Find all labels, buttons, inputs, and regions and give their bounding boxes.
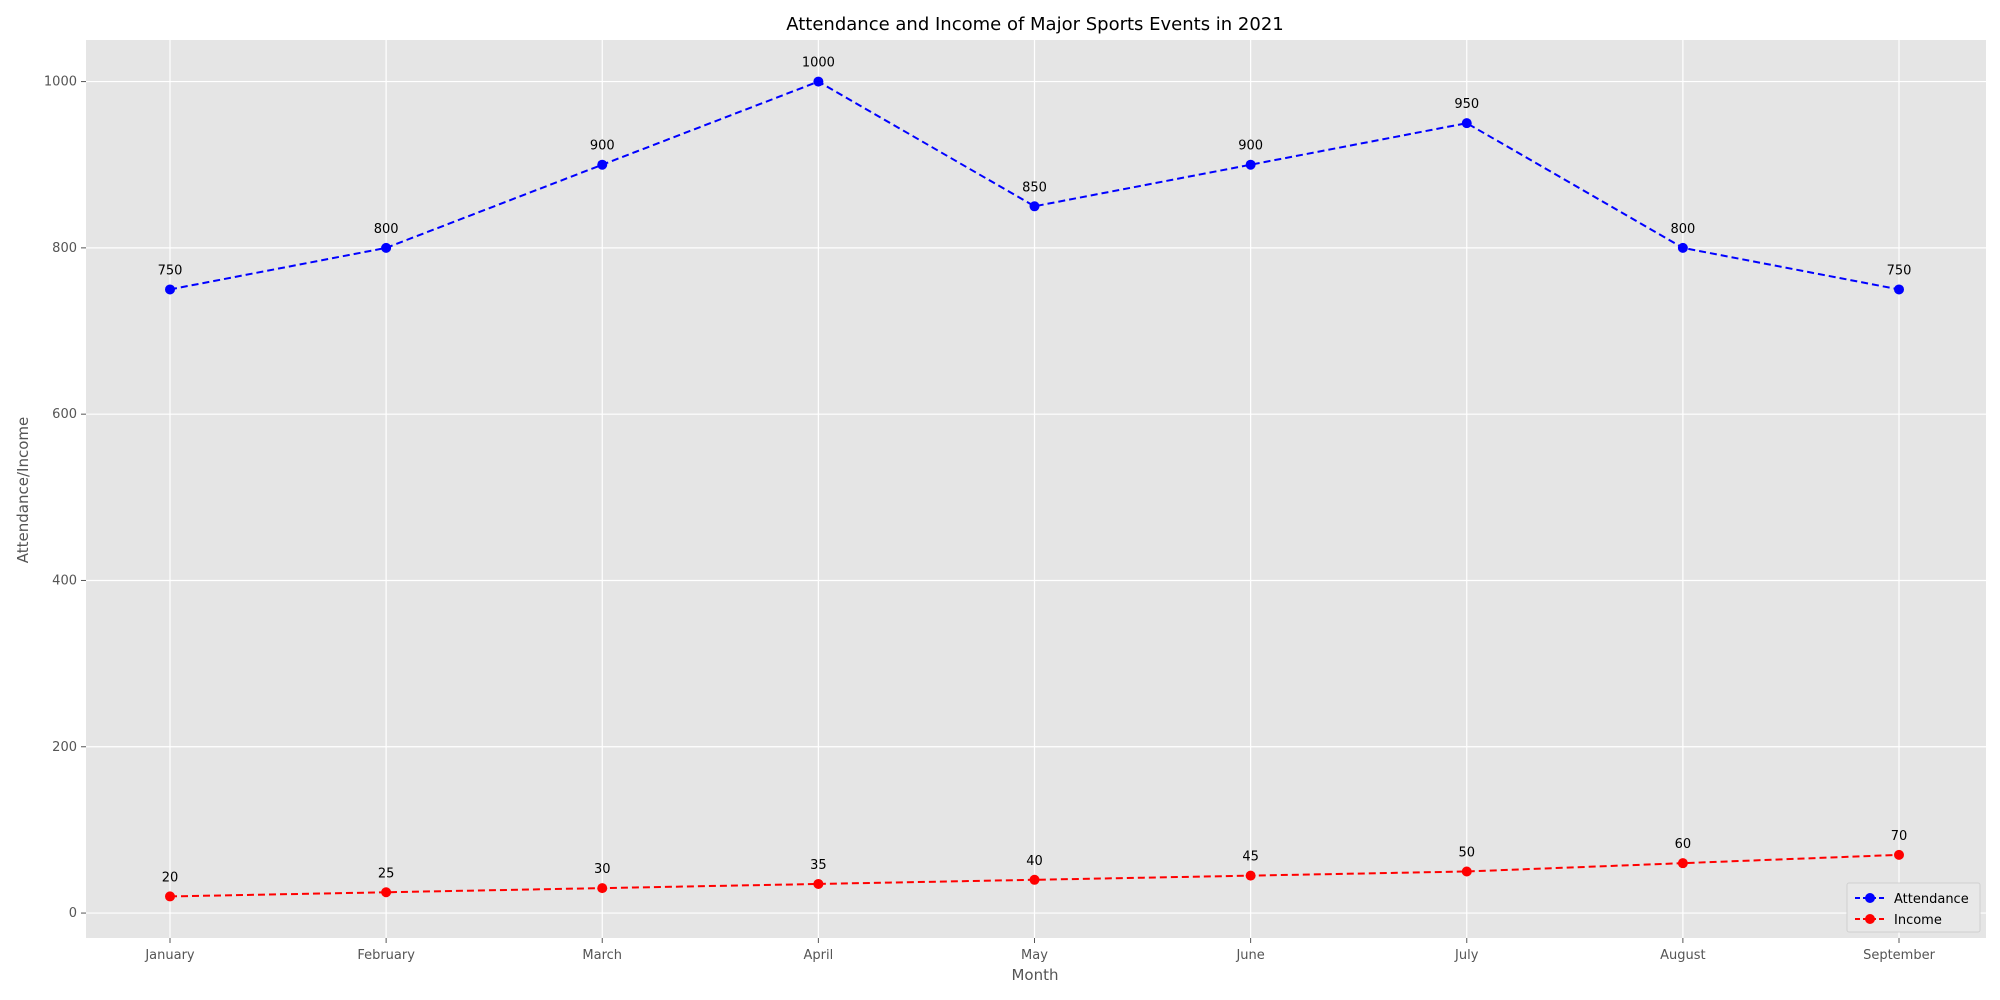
attendance-point	[1677, 242, 1688, 253]
income-data-label: 20	[162, 870, 179, 885]
attendance-point	[597, 159, 608, 170]
chart-title: Attendance and Income of Major Sports Ev…	[786, 14, 1284, 35]
attendance-data-label: 800	[1670, 222, 1695, 237]
y-tick-label: 200	[52, 740, 77, 755]
income-data-label: 45	[1242, 850, 1259, 865]
income-data-label: 60	[1675, 837, 1692, 852]
attendance-point	[1461, 118, 1472, 129]
legend-label-income: Income	[1894, 913, 1942, 928]
attendance-data-label: 800	[374, 222, 399, 237]
income-data-label: 30	[594, 862, 611, 877]
income-point	[381, 887, 392, 898]
series-attendance	[165, 76, 1904, 295]
y-tick-label: 1000	[44, 75, 77, 90]
attendance-point	[1245, 159, 1256, 170]
data-labels: 750 800 900 1000 850 900 950 800 750 20 25 30 35 40 45…	[158, 56, 1912, 886]
income-point	[813, 878, 824, 889]
income-data-label: 50	[1458, 845, 1475, 860]
attendance-point	[165, 284, 175, 295]
income-data-label: 70	[1891, 829, 1908, 844]
income-point	[1461, 866, 1472, 877]
attendance-legend-marker	[1865, 893, 1875, 903]
attendance-point	[813, 76, 824, 87]
grid	[86, 40, 1986, 938]
income-data-label: 40	[1026, 854, 1043, 869]
attendance-data-label: 750	[1887, 263, 1912, 278]
x-tick-label: September	[1863, 948, 1936, 963]
income-point	[597, 883, 608, 894]
x-tick-label: June	[1235, 948, 1264, 963]
legend-label-attendance: Attendance	[1894, 892, 1969, 907]
axis-ticks: January February March April May June July Augu…	[44, 75, 1936, 963]
x-tick-label: March	[582, 948, 622, 963]
x-tick-label: April	[804, 948, 834, 963]
plot-background	[86, 40, 1986, 938]
x-tick-label: January	[144, 948, 195, 963]
attendance-line	[169, 80, 1900, 291]
attendance-data-label: 900	[1238, 139, 1263, 154]
attendance-point	[1029, 201, 1040, 212]
legend-item-attendance: Attendance	[1855, 892, 1969, 907]
y-tick-label: 0	[69, 906, 77, 921]
attendance-data-label: 850	[1022, 180, 1047, 195]
x-tick-label: August	[1660, 948, 1706, 963]
x-tick-label: May	[1021, 948, 1048, 963]
income-point	[1245, 870, 1256, 881]
income-point	[165, 891, 175, 902]
attendance-data-label: 950	[1454, 97, 1479, 112]
y-axis-label: Attendance/Income	[14, 417, 32, 563]
income-point	[1677, 858, 1688, 869]
attendance-data-label: 750	[158, 263, 183, 278]
series	[165, 76, 1904, 902]
attendance-point	[381, 242, 392, 253]
attendance-point	[1894, 284, 1904, 295]
attendance-data-label: 1000	[802, 56, 835, 71]
y-tick-label: 400	[52, 573, 77, 588]
legend-item-income: Income	[1855, 913, 1942, 928]
x-tick-label: February	[357, 948, 415, 963]
income-point	[1029, 874, 1040, 885]
x-tick-label: July	[1454, 948, 1479, 963]
series-income	[165, 849, 1904, 902]
y-tick-label: 800	[52, 241, 77, 256]
legend: Attendance Income	[1846, 882, 1981, 933]
attendance-data-label: 900	[590, 139, 615, 154]
income-data-label: 25	[378, 866, 395, 881]
income-legend-marker	[1865, 914, 1875, 924]
income-point	[1894, 849, 1904, 860]
income-data-label: 35	[810, 858, 827, 873]
y-tick-label: 600	[52, 407, 77, 422]
x-axis-label: Month	[1011, 966, 1058, 984]
